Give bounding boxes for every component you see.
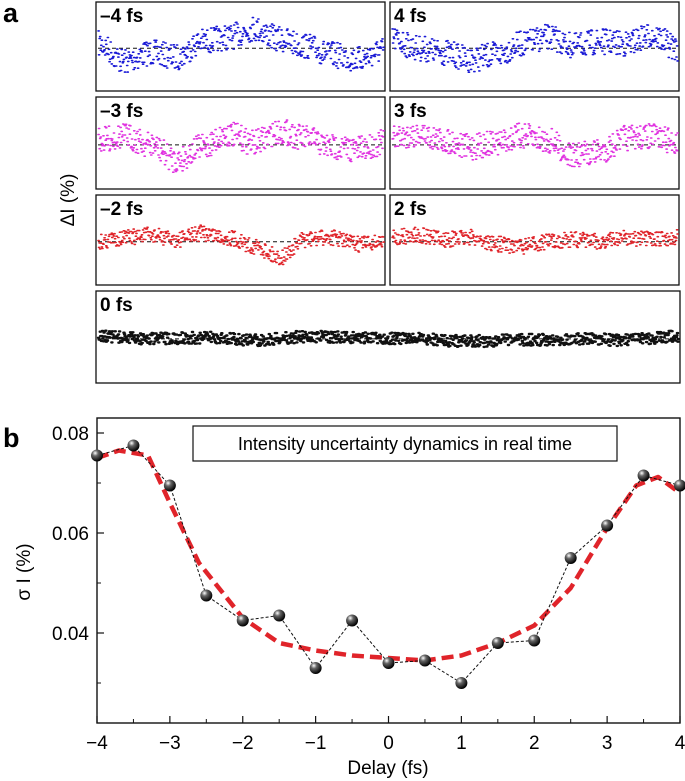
data-point bbox=[273, 609, 286, 622]
subplot-frame bbox=[389, 1, 680, 92]
subplot-6: 0 fs bbox=[95, 290, 681, 384]
subplot-frame bbox=[95, 1, 386, 92]
x-axis-label: Delay (fs) bbox=[347, 758, 428, 779]
annotation-text: Intensity uncertainty dynamics in real t… bbox=[238, 434, 572, 454]
subplot-0: –4 fs bbox=[95, 1, 386, 92]
data-point bbox=[200, 589, 213, 602]
subplot-title: –2 fs bbox=[100, 199, 143, 220]
data-point bbox=[674, 479, 685, 492]
data-point bbox=[601, 519, 614, 532]
trace-points bbox=[97, 16, 385, 73]
data-point bbox=[127, 439, 140, 452]
data-point bbox=[418, 654, 431, 667]
x-tick-label: 4 bbox=[675, 733, 685, 754]
x-tick-label: 3 bbox=[602, 733, 613, 754]
x-tick-label: −1 bbox=[305, 733, 327, 754]
x-tick-label: 0 bbox=[383, 733, 394, 754]
data-point bbox=[346, 614, 359, 627]
data-point bbox=[455, 677, 468, 689]
y-tick-label: 0.06 bbox=[52, 524, 89, 545]
trace-points bbox=[391, 122, 679, 168]
y-tick-label: 0.08 bbox=[52, 424, 89, 445]
subplot-title: 2 fs bbox=[394, 199, 427, 220]
x-tick-label: 1 bbox=[456, 733, 467, 754]
y-axis-label: σ I (%) bbox=[14, 543, 35, 600]
annotation-box bbox=[192, 425, 618, 462]
panel-b-letter: b bbox=[3, 423, 20, 453]
subplot-1: 4 fs bbox=[389, 1, 680, 92]
trace-points bbox=[391, 23, 679, 73]
subplot-2: –3 fs bbox=[95, 96, 386, 190]
data-point bbox=[382, 657, 395, 669]
data-point bbox=[528, 634, 541, 647]
data-point bbox=[163, 479, 176, 492]
data-point bbox=[491, 637, 504, 649]
panel-b-frame bbox=[96, 417, 681, 724]
panel-a-ylabel: ΔI (%) bbox=[58, 174, 79, 227]
data-point bbox=[236, 614, 249, 627]
fit-curve bbox=[96, 448, 682, 663]
y-tick-label: 0.04 bbox=[52, 624, 89, 645]
x-tick-label: 2 bbox=[529, 733, 540, 754]
trace-points bbox=[96, 329, 681, 349]
panel-a: –4 fs 4 fs –3 fs 3 fs –2 fs 2 fs 0 fs bbox=[95, 1, 681, 384]
panel-b: Intensity uncertainty dynamics in real t… bbox=[14, 417, 685, 779]
subplot-title: –4 fs bbox=[100, 6, 143, 27]
subplot-3: 3 fs bbox=[389, 96, 680, 190]
subplot-title: 3 fs bbox=[394, 101, 427, 122]
data-point bbox=[637, 469, 650, 482]
trace-points bbox=[391, 226, 679, 255]
subplot-frame bbox=[389, 96, 680, 190]
panel-a-letter: a bbox=[3, 0, 19, 28]
data-point bbox=[564, 552, 577, 564]
subplot-title: 4 fs bbox=[394, 6, 427, 27]
subplot-4: –2 fs bbox=[95, 194, 386, 286]
data-point bbox=[309, 662, 322, 674]
trace-points bbox=[97, 224, 385, 266]
subplot-title: 0 fs bbox=[100, 295, 133, 316]
trace-points bbox=[97, 119, 385, 173]
x-tick-label: −2 bbox=[232, 733, 254, 754]
subplot-5: 2 fs bbox=[389, 194, 680, 286]
data-point bbox=[91, 449, 103, 462]
data-connector bbox=[96, 444, 681, 684]
panel-b-ticks: −4 −3 −2 −1 0 1 2 3 4 0.04 0.06 0.08 bbox=[52, 424, 685, 754]
x-tick-label: −3 bbox=[159, 733, 181, 754]
panel-b-series bbox=[91, 439, 685, 689]
x-tick-label: −4 bbox=[86, 733, 108, 754]
subplot-title: –3 fs bbox=[100, 101, 143, 122]
